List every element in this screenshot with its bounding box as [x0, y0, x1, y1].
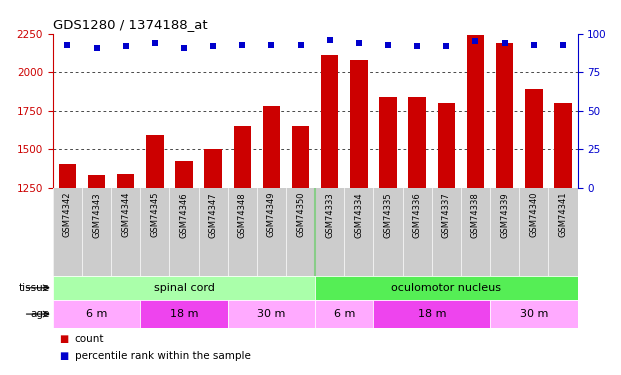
Bar [146, 135, 163, 375]
Text: GSM74343: GSM74343 [92, 192, 101, 237]
Text: GSM74338: GSM74338 [471, 192, 480, 238]
Bar [53, 276, 315, 300]
Bar [263, 106, 280, 375]
Point [383, 42, 393, 48]
Text: ■: ■ [59, 351, 68, 361]
Text: GSM74344: GSM74344 [121, 192, 130, 237]
Bar [228, 300, 315, 328]
Bar [496, 43, 514, 375]
Text: GSM74345: GSM74345 [150, 192, 160, 237]
Bar [204, 149, 222, 375]
Point [150, 40, 160, 46]
Text: GSM74347: GSM74347 [209, 192, 217, 237]
Point [471, 39, 481, 45]
Bar [490, 300, 578, 328]
Text: GSM74333: GSM74333 [325, 192, 334, 238]
Point [91, 45, 101, 51]
Text: GSM74341: GSM74341 [558, 192, 568, 237]
Text: 6 m: 6 m [86, 309, 107, 319]
Point [325, 37, 335, 43]
Text: 30 m: 30 m [257, 309, 286, 319]
Text: GSM74346: GSM74346 [179, 192, 188, 237]
Point [354, 40, 364, 46]
Bar [315, 300, 373, 328]
Text: oculomotor nucleus: oculomotor nucleus [391, 283, 501, 293]
Bar [409, 97, 426, 375]
Point [120, 43, 130, 49]
Point [179, 45, 189, 51]
Text: ■: ■ [59, 334, 68, 344]
Text: GDS1280 / 1374188_at: GDS1280 / 1374188_at [53, 18, 207, 31]
Point [442, 43, 451, 49]
Text: age: age [30, 309, 50, 319]
Point [208, 43, 218, 49]
Text: 18 m: 18 m [170, 309, 198, 319]
Bar [58, 165, 76, 375]
Bar [467, 35, 484, 375]
Text: count: count [75, 334, 104, 344]
Point [529, 42, 539, 48]
Bar [292, 126, 309, 375]
Bar [233, 126, 251, 375]
Bar [315, 276, 578, 300]
Bar [379, 97, 397, 375]
Text: GSM74340: GSM74340 [529, 192, 538, 237]
Point [237, 42, 247, 48]
Bar [88, 175, 106, 375]
Bar [175, 161, 193, 375]
Text: GSM74349: GSM74349 [267, 192, 276, 237]
Bar [140, 300, 228, 328]
Bar [525, 89, 543, 375]
Text: GSM74348: GSM74348 [238, 192, 247, 237]
Point [412, 43, 422, 49]
Point [500, 40, 510, 46]
Bar [373, 300, 490, 328]
Point [558, 42, 568, 48]
Bar [554, 103, 572, 375]
Text: 6 m: 6 m [333, 309, 355, 319]
Point [266, 42, 276, 48]
Text: GSM74350: GSM74350 [296, 192, 305, 237]
Point [296, 42, 306, 48]
Bar [438, 103, 455, 375]
Text: GSM74337: GSM74337 [442, 192, 451, 238]
Text: GSM74335: GSM74335 [384, 192, 392, 237]
Text: GSM74336: GSM74336 [413, 192, 422, 238]
Text: GSM74339: GSM74339 [500, 192, 509, 237]
Text: spinal cord: spinal cord [153, 283, 214, 293]
Bar [321, 55, 338, 375]
Point [62, 42, 72, 48]
Text: GSM74334: GSM74334 [355, 192, 363, 237]
Text: 18 m: 18 m [417, 309, 446, 319]
Text: 30 m: 30 m [520, 309, 548, 319]
Text: percentile rank within the sample: percentile rank within the sample [75, 351, 250, 361]
Bar [350, 60, 368, 375]
Text: GSM74342: GSM74342 [63, 192, 72, 237]
Bar [117, 174, 134, 375]
Text: tissue: tissue [19, 283, 50, 293]
Bar [53, 300, 140, 328]
